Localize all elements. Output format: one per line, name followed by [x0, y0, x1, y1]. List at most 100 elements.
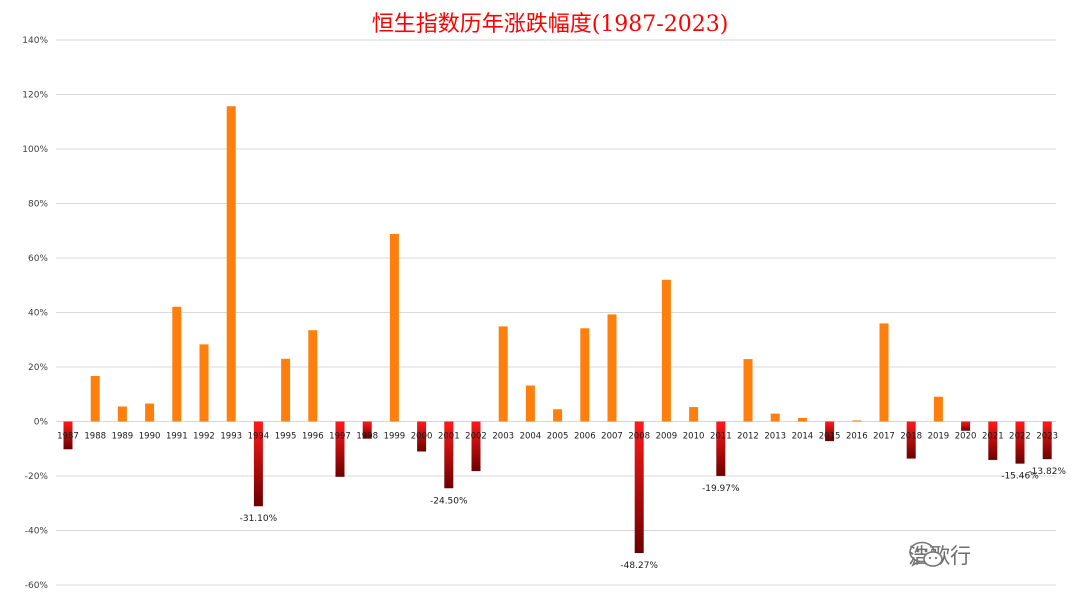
x-tick-label: 1991 — [166, 432, 188, 442]
bar-2023 — [1042, 421, 1052, 460]
y-tick-label: -20% — [25, 472, 49, 482]
x-tick-label: 2022 — [1009, 432, 1031, 442]
x-tick-label: 1988 — [84, 432, 106, 442]
bar-2013 — [770, 413, 780, 422]
bar-2015 — [825, 421, 835, 442]
bar-2018 — [906, 421, 916, 459]
data-labels: -31.10% -24.50% -48.27% -19.97% -15.46%-13.8… — [240, 467, 1067, 571]
y-tick-label: 80% — [28, 200, 48, 210]
x-tick-label: 2017 — [873, 432, 895, 442]
x-tick-label: 1999 — [384, 432, 406, 442]
bar-2004 — [525, 385, 535, 422]
x-tick-label: 2020 — [955, 432, 977, 442]
x-tick-label: 2013 — [764, 432, 786, 442]
bar-2011 — [716, 421, 726, 476]
x-tick-label: 2019 — [928, 432, 950, 442]
data-label: -13.82% — [1028, 467, 1066, 477]
x-tick-label: 2007 — [601, 432, 623, 442]
y-tick-label: 20% — [28, 363, 48, 373]
bar-2022 — [1015, 421, 1025, 464]
x-tick-label: 1990 — [139, 432, 161, 442]
bar-2005 — [553, 409, 563, 422]
x-tick-label: 1998 — [356, 432, 378, 442]
x-tick-label: 2023 — [1036, 432, 1058, 442]
bar-1995 — [281, 358, 291, 422]
x-tick-label: 2018 — [900, 432, 922, 442]
bar-2006 — [580, 328, 590, 422]
x-tick-label: 1989 — [112, 432, 134, 442]
x-tick-label: 2012 — [737, 432, 759, 442]
bar-1994 — [253, 421, 263, 507]
watermark: 浩歌行 — [908, 540, 971, 570]
x-tick-label: 2005 — [547, 432, 569, 442]
y-tick-label: 120% — [22, 91, 48, 101]
bar-1989 — [117, 406, 127, 422]
data-label: -48.27% — [620, 561, 658, 571]
x-tick-label: 1996 — [302, 432, 324, 442]
x-tick-label: 1994 — [248, 432, 270, 442]
bar-2009 — [661, 279, 671, 422]
grid-lines — [56, 39, 1056, 586]
x-axis-ticks: 1987 1988 1989 1990 1991 1992 1993 1994 1995 1996… — [57, 432, 1058, 442]
bar-1987 — [63, 421, 73, 450]
x-tick-label: 1997 — [329, 432, 351, 442]
x-tick-label: 2002 — [465, 432, 487, 442]
y-tick-label: 140% — [22, 36, 48, 46]
x-tick-label: 1993 — [220, 432, 242, 442]
x-tick-label: 2016 — [846, 432, 868, 442]
x-tick-label: 1987 — [57, 432, 79, 442]
y-tick-label: 60% — [28, 254, 48, 264]
data-label: -24.50% — [430, 496, 468, 506]
bar-2021 — [988, 421, 998, 460]
chart-title: 恒生指数历年涨跌幅度(1987-2023) — [371, 12, 729, 37]
x-tick-label: 2006 — [574, 432, 596, 442]
bar-2012 — [743, 359, 753, 422]
bar-2016 — [852, 420, 862, 422]
bar-2001 — [444, 421, 454, 489]
bar-2019 — [933, 396, 943, 422]
bar-1993 — [226, 106, 236, 422]
x-tick-label: 2003 — [492, 432, 514, 442]
x-tick-label: 2004 — [520, 432, 542, 442]
y-tick-label: 100% — [22, 145, 48, 155]
y-tick-label: -60% — [25, 581, 49, 591]
x-tick-label: 2000 — [411, 432, 433, 442]
bar-2002 — [471, 421, 481, 472]
y-tick-label: -40% — [25, 527, 49, 537]
bars — [63, 106, 1052, 554]
bar-1988 — [90, 375, 100, 422]
x-tick-label: 2021 — [982, 432, 1004, 442]
wechat-icon — [909, 541, 943, 567]
x-tick-label: 2010 — [683, 432, 705, 442]
x-tick-label: 1995 — [275, 432, 297, 442]
data-label: -19.97% — [702, 484, 740, 494]
bar-1990 — [145, 403, 155, 422]
x-tick-label: 2014 — [792, 432, 814, 442]
bar-2017 — [879, 323, 889, 422]
x-tick-label: 2008 — [628, 432, 650, 442]
x-tick-label: 2015 — [819, 432, 841, 442]
bar-2008 — [634, 421, 644, 554]
bar-2003 — [498, 326, 508, 422]
x-tick-label: 2011 — [710, 432, 732, 442]
y-tick-label: 40% — [28, 309, 48, 319]
data-label: -15.46% — [1001, 472, 1039, 482]
bar-1997 — [335, 421, 345, 477]
y-tick-label: 0% — [34, 418, 49, 428]
bar-2014 — [797, 417, 807, 422]
x-tick-label: 2009 — [656, 432, 678, 442]
bar-2010 — [689, 407, 699, 422]
y-axis-ticks: 140% 120% 100% 80% 60% 40% 20% 0% -20% -40% -60% — [22, 36, 48, 591]
bar-2000 — [417, 421, 427, 452]
bar-2007 — [607, 314, 617, 422]
bar-1999 — [389, 234, 399, 422]
bar-1996 — [308, 330, 318, 422]
bar-1998 — [362, 421, 372, 439]
x-tick-label: 1992 — [193, 432, 215, 442]
bar-2020 — [961, 421, 971, 431]
bar-1991 — [172, 306, 182, 422]
x-tick-label: 2001 — [438, 432, 460, 442]
data-label: -31.10% — [240, 514, 278, 524]
